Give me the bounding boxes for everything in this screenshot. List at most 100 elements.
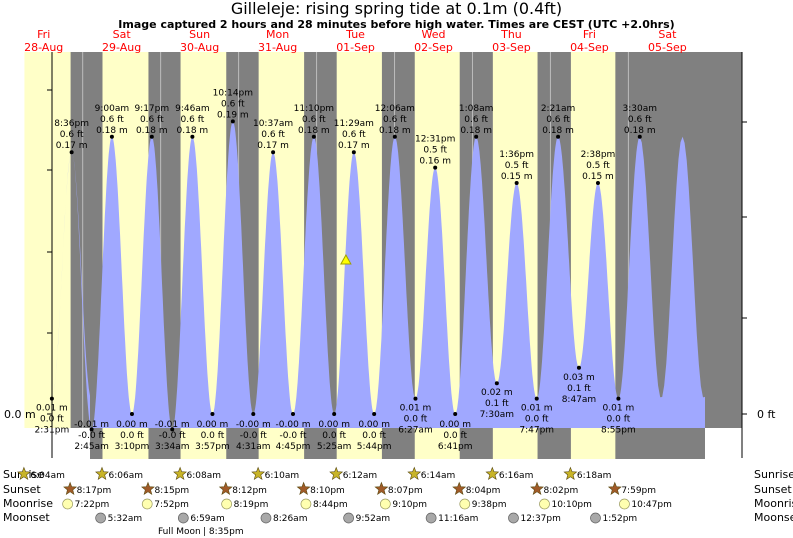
- sunset-time: 8:02pm: [544, 486, 579, 496]
- below-datum-day: [102, 428, 149, 459]
- moonrise-icon: [539, 498, 550, 510]
- tide-time: 12:06am: [375, 104, 415, 114]
- tide-time: 2:31pm: [35, 426, 70, 436]
- sunset-icon: [607, 481, 622, 495]
- tide-time: 11:10pm: [294, 104, 334, 114]
- tide-m: 0.00 m: [318, 420, 350, 430]
- tide-ft: 0.6 ft: [181, 115, 205, 125]
- moonset-icon: [343, 512, 354, 524]
- day-name: Sun: [189, 28, 210, 41]
- tide-ft: 0.1 ft: [485, 399, 509, 409]
- sunrise-icon: [485, 466, 500, 480]
- tide-time: 2:38pm: [581, 150, 616, 160]
- tide-ft: 0.5 ft: [505, 161, 529, 171]
- tide-m: 0.17 m: [56, 141, 88, 151]
- sunrise-icon: [563, 466, 578, 480]
- tide-ft: 0.1 ft: [567, 384, 591, 394]
- tide-point: [474, 134, 479, 139]
- moonset-time: 8:26am: [273, 514, 308, 524]
- tide-point: [637, 134, 642, 139]
- tide-time: 4:31am: [236, 442, 271, 452]
- tide-time: 10:37am: [253, 119, 293, 129]
- tide-time: 2:45am: [74, 442, 109, 452]
- tide-ft: 0.5 ft: [423, 146, 447, 156]
- moonset-icon: [95, 512, 106, 524]
- tide-m: 0.01 m: [603, 404, 635, 414]
- sunrise-time: 6:14am: [421, 471, 456, 481]
- tide-ft: 0.0 ft: [322, 431, 346, 441]
- moonrise-icon: [379, 498, 391, 510]
- moonset-icon: [590, 512, 601, 524]
- tide-time: 1:08am: [459, 104, 494, 114]
- chart-subtitle: Image captured 2 hours and 28 minutes be…: [118, 18, 675, 31]
- day-date: 02-Sep: [414, 41, 453, 54]
- tide-time: 12:31pm: [415, 135, 455, 145]
- tide-time: 4:45pm: [276, 442, 311, 452]
- tide-m: 0.00 m: [439, 420, 471, 430]
- tide-time: 3:30am: [623, 104, 658, 114]
- chart-title: Gilleleje: rising spring tide at 0.1m (0…: [230, 0, 563, 18]
- moonrise-time: 10:10pm: [551, 500, 591, 510]
- moon-phase-time: | 8:35pm: [203, 527, 244, 537]
- sunset-time: 7:59pm: [621, 486, 656, 496]
- tide-ft: 0.0 ft: [607, 415, 631, 425]
- tide-ft: 0.6 ft: [464, 115, 488, 125]
- tide-ft: 0.6 ft: [302, 115, 326, 125]
- tide-time: 8:55pm: [601, 426, 636, 436]
- tide-point: [210, 412, 215, 416]
- sunrise-icon: [251, 466, 266, 480]
- sunrise-icon: [329, 466, 344, 480]
- tide-ft: 0.0 ft: [404, 415, 428, 425]
- tide-time: 3:57pm: [195, 442, 230, 452]
- sunset-icon: [374, 481, 389, 495]
- row-label-moonrise-right: Moonrise: [754, 497, 793, 510]
- day-name: Fri: [37, 28, 50, 41]
- tide-point: [372, 412, 377, 416]
- tide-ft: 0.6 ft: [100, 115, 124, 125]
- tide-m: 0.02 m: [481, 388, 513, 398]
- sunrise-time: 6:10am: [265, 471, 300, 481]
- moonrise-icon: [459, 498, 471, 510]
- tide-point: [170, 427, 175, 432]
- tide-point: [149, 134, 154, 139]
- tide-ft: 0.0 ft: [443, 431, 467, 441]
- tide-time: 9:46am: [175, 104, 210, 114]
- tide-point: [576, 365, 581, 370]
- tide-m: 0.00 m: [197, 420, 229, 430]
- moonrise-time: 7:52pm: [154, 500, 189, 510]
- tide-time: 6:27am: [398, 426, 433, 436]
- moonrise-icon: [62, 498, 73, 510]
- tide-point: [89, 427, 94, 432]
- sunrise-icon: [17, 466, 31, 480]
- sunset-time: 8:15pm: [154, 486, 189, 496]
- y-axis-label-ft: 0 ft: [757, 408, 776, 421]
- sunset-icon: [63, 481, 78, 495]
- day-date: 05-Sep: [648, 41, 687, 54]
- moonrise-time: 7:22pm: [75, 500, 110, 510]
- tide-point: [453, 412, 458, 416]
- tide-time: 3:34am: [155, 442, 190, 452]
- moonrise-time: 9:38pm: [472, 500, 507, 510]
- sunrise-time: 6:12am: [343, 471, 378, 481]
- tide-time: 9:17pm: [134, 104, 169, 114]
- moonset-time: 1:52pm: [602, 514, 637, 524]
- sunset-time: 8:04pm: [466, 486, 501, 496]
- sunrise-time: 6:04am: [30, 471, 65, 481]
- tide-point: [311, 134, 316, 139]
- tide-point: [595, 181, 600, 185]
- row-label-moonrise: Moonrise: [3, 497, 53, 510]
- sunset-time: 8:10pm: [310, 486, 345, 496]
- day-name: Thu: [500, 28, 522, 41]
- moonrise-time: 8:19pm: [234, 500, 269, 510]
- day-date: 30-Aug: [180, 41, 219, 54]
- row-label-moonset-right: Moonset: [754, 511, 793, 524]
- tide-m: 0.03 m: [563, 373, 595, 383]
- day-date: 03-Sep: [492, 41, 531, 54]
- day-date: 01-Sep: [336, 41, 375, 54]
- day-name: Fri: [583, 28, 596, 41]
- tide-m: 0.18 m: [136, 126, 168, 136]
- sunrise-time: 6:08am: [187, 471, 222, 481]
- tide-time: 10:14pm: [213, 88, 253, 98]
- tide-m: 0.19 m: [217, 110, 249, 120]
